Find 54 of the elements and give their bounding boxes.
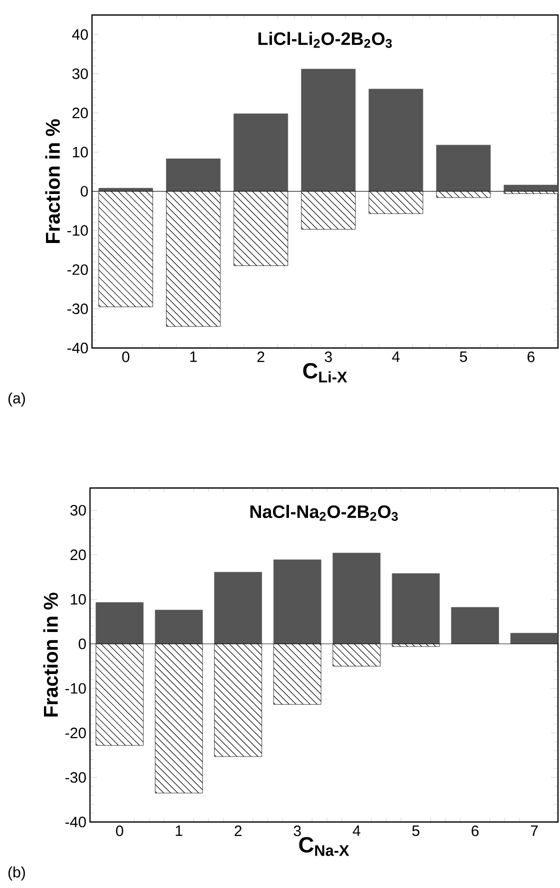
x-tick-label: 3 [324,352,332,362]
y-tick-label: 20 [70,549,86,560]
y-tick-label: -40 [65,816,86,828]
bar [234,114,288,192]
bar [368,88,424,192]
x-axis-title: C$_{Na-X}$ [299,837,350,856]
y-tick-label: -20 [67,264,88,275]
x-tick-label: 1 [176,826,182,836]
bar [436,144,491,192]
x-tick-label: 0 [122,352,130,362]
y-tick-label: 40 [72,29,88,40]
y-tick-label: 10 [72,146,88,158]
bar [96,602,144,644]
bar [504,184,558,192]
y-tick-label: -10 [67,225,88,236]
y-tick-label: -10 [65,683,86,694]
y-axis-title: Fraction in % [45,119,60,243]
x-axis-title: C$_{Li-X}$ [303,363,348,382]
text: LiCl-Li$_{2}$O-2B$_{2}$O$_{3}$ [258,32,392,48]
text: (a) [8,392,25,406]
bar [510,632,558,644]
y-tick-label: -30 [67,304,88,314]
bar [273,559,322,644]
y-tick-label: -20 [65,728,86,738]
x-tick-label: 2 [257,352,264,362]
bar [166,158,221,192]
y-tick-label: 0 [80,186,88,197]
x-tick-label: 4 [392,352,400,362]
x-tick-label: 2 [234,826,242,836]
bar [154,610,203,644]
y-tick-label: -40 [67,342,88,354]
y-tick-label: 30 [70,504,86,516]
bar [214,572,262,644]
y-axis-title: Fraction in % [43,592,58,716]
x-tick-label: 0 [116,826,124,836]
x-tick-label: 7 [530,826,538,836]
y-tick-label: 10 [70,594,86,605]
y-tick-label: 30 [72,68,88,80]
y-tick-label: 0 [78,638,86,650]
x-tick-label: 4 [352,826,360,836]
y-tick-label: 20 [72,108,88,118]
bar [332,552,380,644]
text: (b) [8,866,25,880]
bar [451,607,499,644]
x-tick-label: 6 [472,826,479,836]
x-tick-label: 6 [528,352,534,362]
x-tick-label: 3 [294,826,301,836]
text: NaCl-Na$_{2}$O-2B$_{2}$O$_{3}$ [250,504,398,521]
x-tick-label: 5 [412,826,420,836]
bar [392,573,440,644]
x-tick-label: 5 [460,352,467,362]
x-tick-label: 1 [190,352,197,362]
y-tick-label: -30 [65,772,86,783]
bar [301,68,356,192]
